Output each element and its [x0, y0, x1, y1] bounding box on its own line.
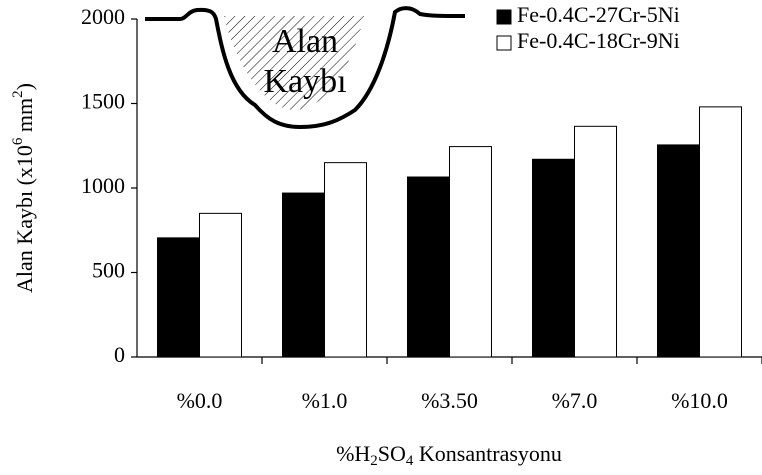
y-tick-label: 2000 [81, 4, 125, 29]
axis-label-part: %H [336, 441, 370, 466]
annotation-text: Alan [272, 23, 338, 60]
bar [158, 238, 200, 357]
bar [700, 107, 742, 357]
x-tick-label: %0.0 [177, 388, 223, 413]
axis-label-part: 2 [10, 90, 26, 98]
bar [408, 177, 450, 357]
x-tick-label: %10.0 [671, 388, 728, 413]
legend-swatch [497, 10, 511, 24]
bar [325, 163, 367, 357]
axis-label-part: Alan Kaybı (x10 [12, 145, 37, 293]
y-axis-label: Alan Kaybı (x106 mm2) [10, 83, 37, 293]
y-tick-label: 0 [114, 342, 125, 367]
x-tick-label: %3.50 [421, 388, 478, 413]
y-tick-label: 1500 [81, 89, 125, 114]
x-tick-label: %1.0 [302, 388, 348, 413]
bar [533, 159, 575, 357]
x-axis-label: %H2SO4 Konsantrasyonu [336, 441, 562, 469]
legend-label: Fe-0.4C-18Cr-9Ni [517, 28, 680, 53]
legend-label: Fe-0.4C-27Cr-5Ni [517, 2, 680, 27]
y-tick-label: 500 [92, 258, 125, 283]
bar [450, 147, 492, 357]
wear-scar-illustration: Alan Kaybı [94, 8, 465, 127]
bar [200, 213, 242, 357]
annotation-text: Kaybı [263, 63, 346, 100]
axis-label-part: mm [12, 98, 37, 138]
bar [658, 145, 700, 357]
axis-label-part: SO [378, 441, 406, 466]
axis-label-part: Konsantrasyonu [413, 441, 561, 466]
axis-label-part: ) [12, 83, 37, 90]
chart: Alan Kaybı Alan Kaybı (x106 mm2) %H2SO4 … [0, 0, 762, 475]
axis-label-part: 2 [370, 453, 378, 469]
y-tick-label: 1000 [81, 173, 125, 198]
bar [283, 193, 325, 357]
bar [575, 126, 617, 357]
x-tick-label: %7.0 [552, 388, 598, 413]
legend-swatch [497, 36, 511, 50]
